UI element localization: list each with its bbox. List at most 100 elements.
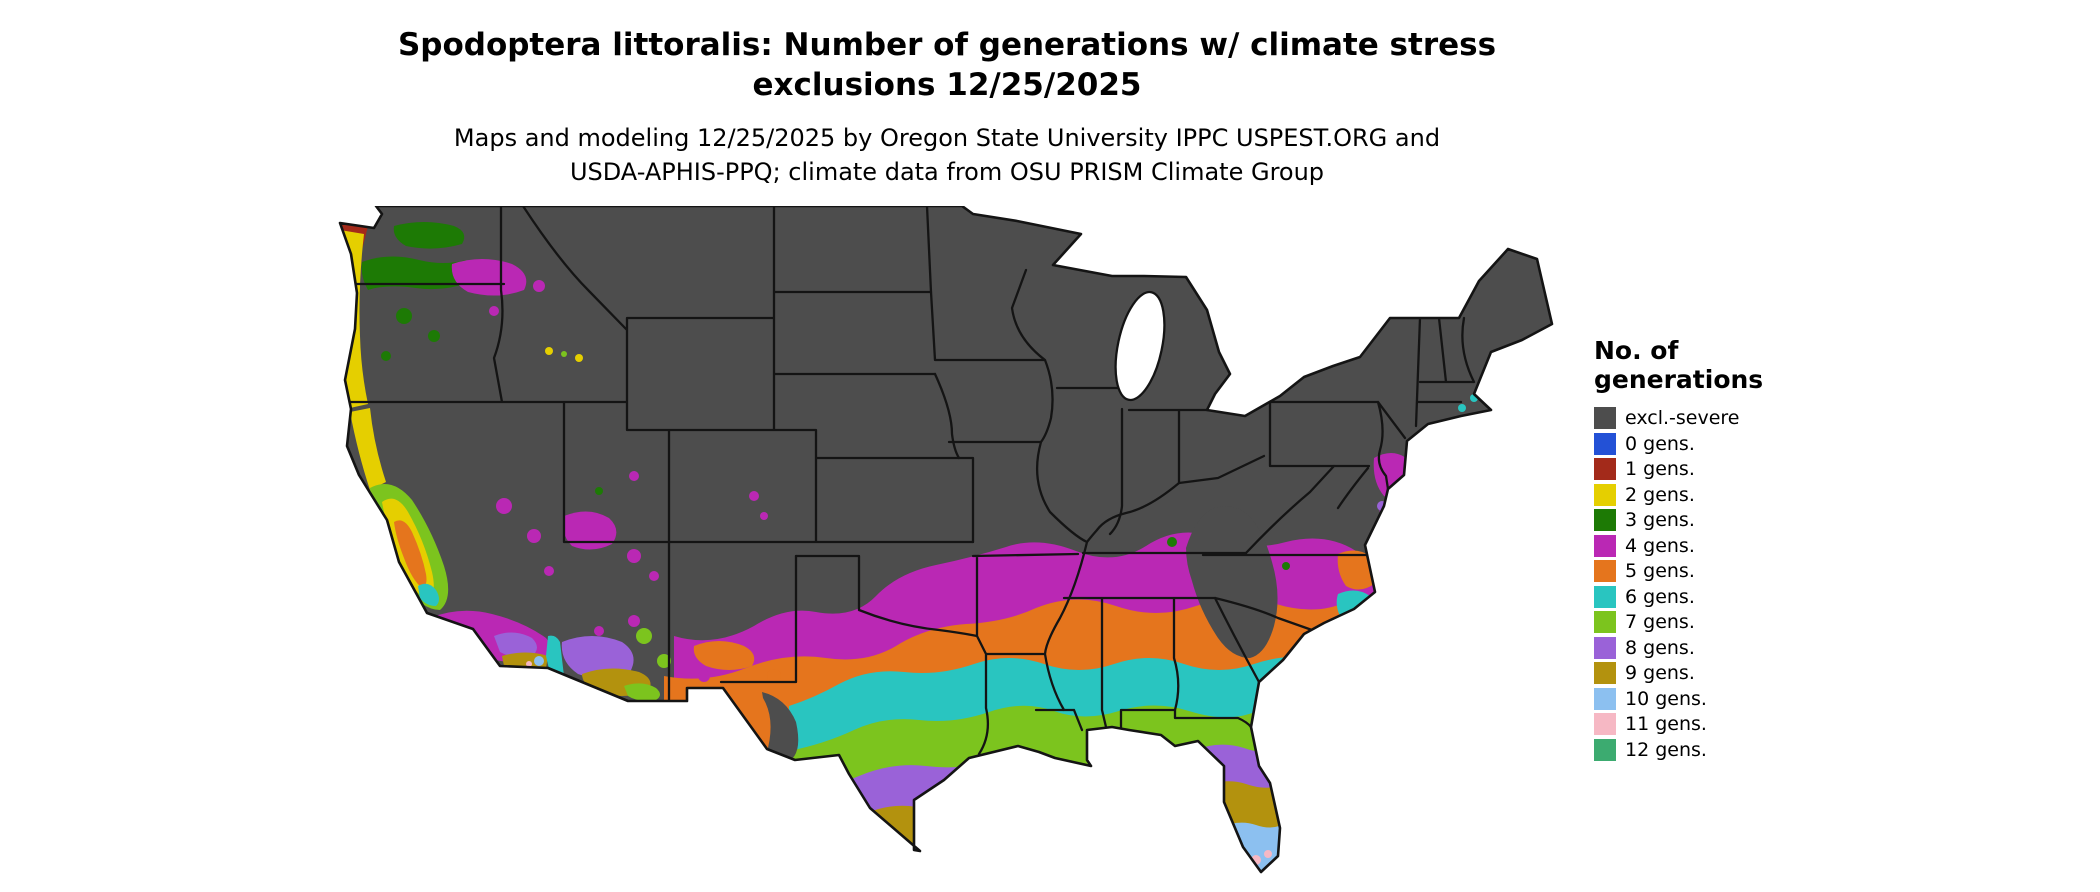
region-az-7-gens [624,683,660,701]
us-generations-map [334,204,1554,878]
speck-3-gens [381,351,391,361]
speck-3-gens [1167,537,1177,547]
legend-swatch-9-gens [1594,662,1616,684]
speck-4-gens [533,280,545,292]
legend-items: excl.-severe 0 gens. 1 gens. 2 gens. 3 g… [1594,407,1824,761]
legend-swatch-11-gens [1594,713,1616,735]
legend-item: 3 gens. [1594,509,1824,531]
us-outline [338,204,1554,874]
region-socal-6-gens [444,638,484,660]
region-va-coast-5-gens [1337,550,1377,590]
region-valley-5-gens [394,520,427,588]
legend-label: 11 gens. [1625,713,1707,735]
legend-swatch-4-gens [1594,534,1616,557]
legend-label: 5 gens. [1625,560,1695,582]
speck-11-gens [1238,859,1246,867]
legend-swatch-10-gens [1594,687,1616,710]
page-title: Spodoptera littoralis: Number of generat… [0,26,1894,105]
state-borders-west [340,206,975,703]
legend-label: 2 gens. [1625,483,1695,506]
region-washington-3-gens [393,222,465,249]
speck-11-gens [1264,850,1272,858]
legend-label: 10 gens. [1625,687,1707,710]
speck-11-gens [526,661,532,667]
band-10-gens [858,822,1282,872]
speck-4-gens [594,626,604,636]
legend-item: excl.-severe [1594,407,1824,429]
legend-item: 10 gens. [1594,687,1824,710]
legend-swatch-1-gens [1594,458,1616,480]
speck-5-gens [767,669,781,683]
region-nm-5-gens [693,641,755,670]
speck-7-gens [636,628,652,644]
speck-3-gens [428,330,440,342]
legend-item: 2 gens. [1594,483,1824,506]
speck-7-gens [657,654,671,668]
legend-label: 3 gens. [1625,509,1695,531]
speck-3-gens [396,308,412,324]
region-nevada-4-gens [563,511,617,550]
speck-0-gens [1385,513,1391,519]
speck-4-gens [628,615,640,627]
speck-4-gens [544,566,554,576]
legend-item: 11 gens. [1594,713,1824,735]
legend-swatch-3-gens [1594,509,1616,531]
speck-4-gens [527,529,541,543]
subtitle-line-1: Maps and modeling 12/25/2025 by Oregon S… [453,124,1441,152]
speck-3-gens [595,487,603,495]
speck-6-gens [1458,404,1466,412]
region-bigbend-gray [762,692,799,759]
region-oregon-3-gens [361,256,474,290]
legend-swatch-6-gens [1594,585,1616,608]
region-columbia-4-gens [451,259,527,296]
legend-swatch-2-gens [1594,483,1616,506]
region-az-8-gens [561,636,634,679]
legend-item: 6 gens. [1594,585,1824,608]
lake-michigan [1114,290,1166,402]
legend-item: 9 gens. [1594,662,1824,684]
speck-4-gens [760,512,768,520]
speck-4-gens [629,471,639,481]
region-socal-8-gens [494,632,537,658]
legend-label: 6 gens. [1625,585,1695,608]
legend-label: 7 gens. [1625,611,1695,633]
legend-swatch-7-gens [1594,611,1616,633]
speck-3-gens [1282,562,1290,570]
legend-label: 0 gens. [1625,432,1695,455]
legend-label: 1 gens. [1625,458,1695,480]
region-valley-6-gens [418,583,439,606]
raster-layers [340,206,1552,872]
title-line-2: exclusions 12/25/2025 [752,66,1142,103]
state-borders-east [1177,316,1476,557]
legend-label: excl.-severe [1625,407,1740,429]
page-subtitle: Maps and modeling 12/25/2025 by Oregon S… [0,122,1894,189]
speck-2-gens [575,354,583,362]
legend-label: 12 gens. [1625,738,1707,761]
speck-4-gens [627,549,641,563]
speck-4-gens [749,491,759,501]
legend-label: 4 gens. [1625,534,1695,557]
speck-7-gens [561,351,567,357]
region-coast-2-gens-calif [350,408,386,490]
speck-4-gens [489,306,499,316]
legend-item: 5 gens. [1594,560,1824,582]
speck-4-gens [1229,863,1235,869]
speck-10-gens [534,656,544,666]
legend-item: 4 gens. [1594,534,1824,557]
state-borders-central [794,206,1314,756]
legend-swatch-5-gens [1594,560,1616,582]
legend-swatch-12-gens [1594,738,1616,761]
legend-label: 8 gens. [1625,636,1695,659]
legend-label: 9 gens. [1625,662,1695,684]
legend-swatch-8-gens [1594,636,1616,659]
legend-swatch-0-gens [1594,432,1616,455]
map-legend: No. of generations excl.-severe 0 gens. … [1594,336,1824,761]
speck-4-gens [496,498,512,514]
legend-title: No. of generations [1594,336,1824,394]
speck-4-gens [649,571,659,581]
legend-title-line-2: generations [1594,365,1764,394]
legend-item: 0 gens. [1594,432,1824,455]
legend-item: 7 gens. [1594,611,1824,633]
title-line-1: Spodoptera littoralis: Number of generat… [397,27,1497,63]
